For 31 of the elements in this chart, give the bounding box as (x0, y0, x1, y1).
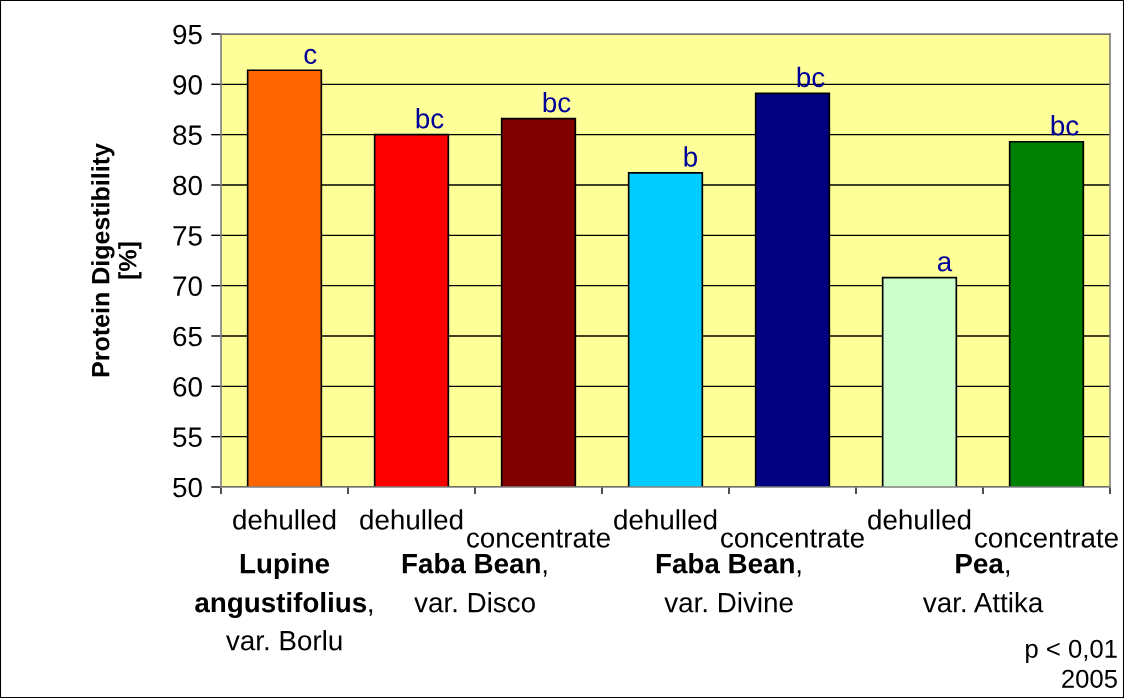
data-label: b (684, 146, 697, 167)
y-tick-label: 60 (173, 377, 202, 397)
y-tick-label: 75 (173, 226, 202, 246)
y-tick-label: 70 (173, 276, 202, 297)
y-axis-title: Protein Digestibility [%] (91, 143, 142, 377)
y-tick-label: 85 (173, 125, 202, 146)
y-tick-label: 95 (173, 24, 202, 45)
x-tick-label: dehulled (360, 509, 463, 530)
x-tick-label: concentrate (467, 529, 610, 548)
text: Lupine angustifolius, var. Borlu (195, 553, 373, 651)
y-tick-label: 80 (173, 175, 202, 196)
data-label: c (304, 48, 317, 65)
data-label: bc (1051, 115, 1079, 136)
text: p < 0,01 (1026, 639, 1117, 663)
x-tick-label: concentrate (721, 529, 864, 548)
y-tick-label: 55 (173, 427, 202, 448)
x-tick-label: dehulled (868, 509, 971, 530)
x-tick-label: dehulled (233, 509, 336, 530)
data-label: bc (416, 108, 444, 129)
y-tick-label: 65 (173, 326, 202, 347)
text: Faba Bean, var. Disco (402, 553, 547, 613)
data-label: bc (797, 66, 825, 88)
text: 2005 (1062, 669, 1117, 688)
data-label: bc (543, 91, 571, 113)
text: Faba Bean, var. Divine (656, 553, 801, 613)
x-tick-label: concentrate (975, 529, 1118, 548)
text: Pea, var. Attika (922, 554, 1044, 613)
y-tick-label: 50 (173, 477, 202, 498)
data-label: a (937, 256, 953, 272)
x-tick-label: dehulled (614, 509, 717, 530)
y-tick-label: 90 (173, 75, 202, 95)
